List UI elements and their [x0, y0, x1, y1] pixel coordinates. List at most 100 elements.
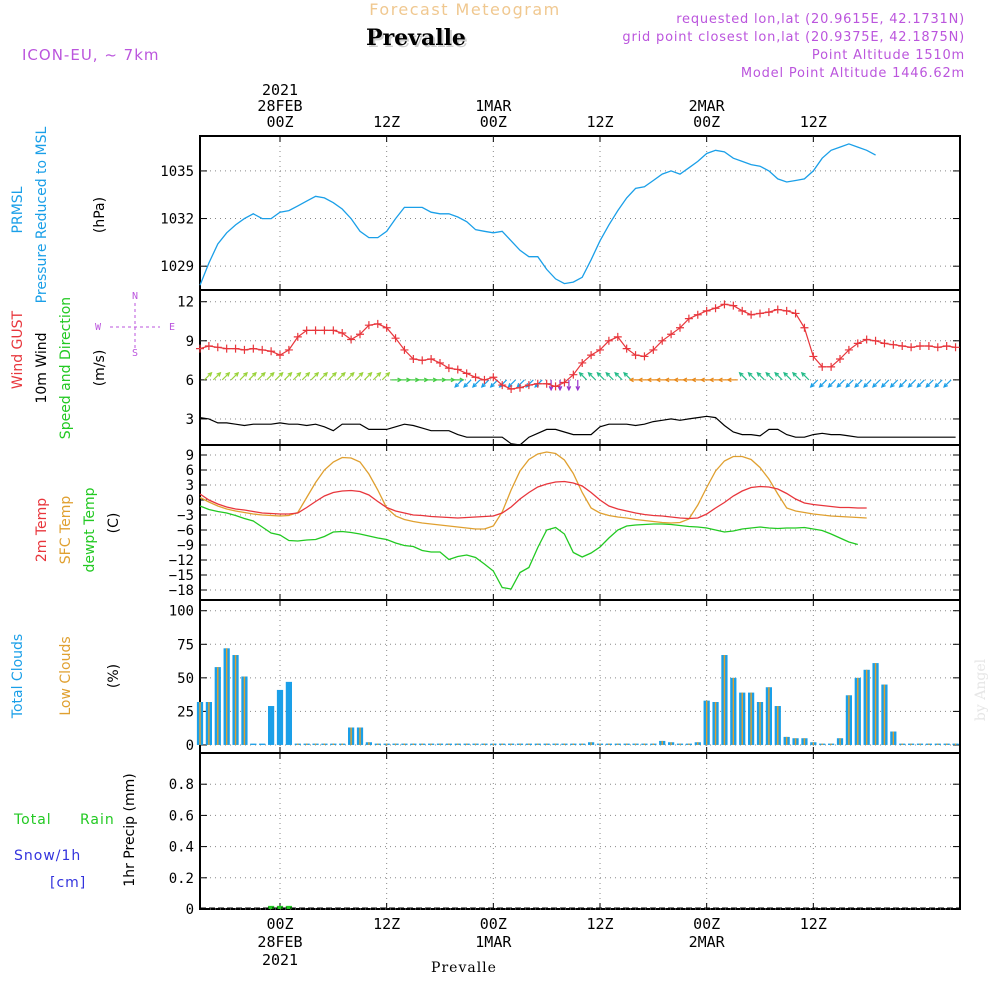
- wind-gust-marker: [356, 330, 364, 339]
- low-clouds-bar: [581, 743, 583, 745]
- low-clouds-bar: [919, 743, 921, 745]
- wind-direction-arrowhead: [260, 371, 266, 377]
- bottom-time-label: 00Z: [480, 915, 507, 933]
- prmsl-line: [199, 143, 876, 286]
- wind-direction-arrow: [934, 379, 943, 388]
- low-clouds-label: Low Clouds: [58, 636, 74, 715]
- wind-direction-arrow: [872, 379, 881, 388]
- wind-direction-arrowhead: [726, 377, 732, 383]
- wind-gust-marker: [293, 332, 302, 341]
- pressure-label-long: Pressure Reduced to MSL: [34, 126, 50, 303]
- wind-gust-marker: [373, 319, 382, 328]
- wind-speed-line: [199, 415, 956, 446]
- wind-gust-line: [199, 303, 956, 390]
- wind-direction-arrow: [328, 372, 337, 381]
- wind-direction-arrow: [310, 372, 319, 381]
- precip-ytick-label: 0.2: [169, 871, 194, 887]
- low-clouds-bar: [199, 702, 201, 745]
- wind-gust-marker: [436, 358, 444, 367]
- wind-direction-arrowhead: [358, 371, 364, 377]
- clouds-ytick-label: 50: [177, 671, 194, 687]
- wind-direction-arrow: [381, 372, 390, 381]
- wind-gust-marker: [284, 345, 293, 354]
- wind-direction-arrow: [346, 372, 355, 381]
- low-clouds-bar: [377, 743, 379, 745]
- wind-gust-marker: [880, 339, 889, 348]
- low-clouds-bar: [385, 743, 388, 745]
- low-clouds-bar: [608, 743, 610, 745]
- wind-gust-marker: [427, 355, 436, 364]
- low-clouds-bar: [510, 743, 512, 745]
- wind-gust-marker: [196, 344, 204, 353]
- clouds-ytick-label: 25: [177, 704, 194, 720]
- wind-direction-arrowhead: [305, 371, 311, 377]
- precip-unit: 1hr Precip (mm): [122, 773, 138, 886]
- top-time-label: 00Z: [266, 113, 293, 131]
- wind-gust-marker: [862, 335, 871, 344]
- wind-gust-marker: [240, 345, 249, 354]
- low-clouds-bar: [652, 743, 655, 745]
- wind-direction-arrow: [792, 372, 801, 381]
- wind-gust-marker: [898, 342, 907, 351]
- low-clouds-bar: [857, 677, 859, 745]
- temp-ytick-label: 6: [186, 463, 194, 479]
- wind-direction-arrow: [508, 379, 516, 388]
- wind-gust-marker: [489, 373, 498, 382]
- low-clouds-bar: [874, 663, 877, 745]
- wind-direction-arrow: [614, 372, 623, 381]
- wind-direction-arrow: [204, 372, 212, 381]
- wind-gust-marker: [409, 355, 418, 364]
- bottom-time-label: 1MAR: [475, 933, 512, 951]
- wind-gust-marker: [907, 343, 916, 352]
- wind-gust-marker: [951, 343, 960, 352]
- wind-gust-marker: [542, 379, 551, 388]
- wind-gust-marker: [836, 355, 844, 364]
- wind-gust-marker: [658, 336, 667, 345]
- wind-direction-arrowhead: [376, 371, 382, 377]
- low-clouds-bar: [439, 743, 441, 745]
- rain-bar: [276, 905, 284, 909]
- wind-direction-arrowhead: [225, 371, 231, 377]
- low-clouds-bar: [501, 743, 503, 745]
- wind-gust-marker: [276, 351, 284, 360]
- total-clouds-bar: [276, 689, 284, 745]
- low-clouds-bar: [883, 684, 886, 745]
- total-clouds-bar: [285, 681, 292, 745]
- wind-direction-arrow: [899, 379, 908, 388]
- wind-direction-arrow: [337, 372, 346, 381]
- wind-gust-marker: [782, 306, 791, 315]
- wind-gust-marker: [213, 343, 222, 352]
- bottom-time-label: 28FEB: [257, 933, 302, 951]
- wind-direction-arrowhead: [207, 371, 213, 377]
- wind-direction-arrowhead: [323, 371, 329, 377]
- wind-direction-arrow: [499, 379, 508, 388]
- wind-direction-arrowhead: [664, 377, 670, 383]
- low-clouds-bar: [430, 743, 432, 745]
- wind-gust-marker: [818, 362, 827, 371]
- wind-frame: [199, 289, 961, 446]
- wind-gust-marker: [533, 379, 542, 388]
- wind-gust-marker: [524, 381, 533, 390]
- wind-ytick-label: 6: [186, 373, 194, 389]
- wind-direction-arrowhead: [605, 371, 611, 377]
- wind-direction-arrow: [828, 379, 836, 388]
- low-clouds-bar: [617, 743, 619, 745]
- pressure-unit: (hPa): [92, 197, 108, 233]
- sfc-temp-line: [199, 451, 867, 530]
- wind-direction-arrowhead: [898, 382, 904, 388]
- top-time-label: 00Z: [693, 113, 720, 131]
- wind-direction-arrow: [623, 372, 632, 381]
- wind-gust-marker: [204, 342, 213, 351]
- total-rain-label-total: Total: [13, 812, 52, 828]
- wind-gust-marker: [453, 365, 462, 374]
- rain-bar: [285, 905, 292, 909]
- low-clouds-bar: [732, 677, 735, 745]
- wind-direction-arrow: [275, 372, 284, 381]
- temp-ytick-label: −12: [169, 553, 194, 569]
- total-rain-label-rain: Rain: [80, 812, 115, 828]
- watermark: by Angel: [973, 658, 989, 721]
- rain-bar: [268, 905, 275, 909]
- wind-direction-arrowhead: [385, 371, 391, 377]
- low-clouds-bar: [519, 743, 521, 745]
